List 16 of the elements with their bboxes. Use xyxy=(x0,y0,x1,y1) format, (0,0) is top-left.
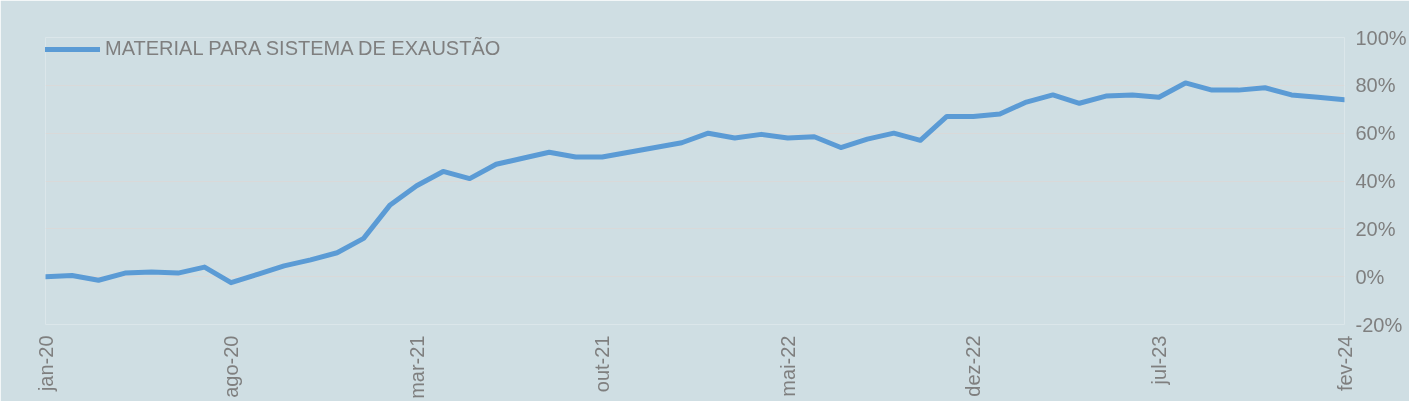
x-tick-label: jan-20 xyxy=(34,335,57,393)
y-tick-label: 100% xyxy=(1355,26,1407,49)
x-tick-label: mar-21 xyxy=(405,335,428,399)
y-tick-label: 60% xyxy=(1355,122,1396,145)
x-tick-label: mai-22 xyxy=(776,335,799,397)
x-tick-label: fev-24 xyxy=(1333,335,1356,392)
x-tick-label: jul-23 xyxy=(1147,335,1170,386)
x-tick-label: ago-20 xyxy=(220,335,243,398)
y-tick-label: 20% xyxy=(1355,217,1396,240)
x-tick-label: dez-22 xyxy=(962,335,985,397)
y-tick-label: 80% xyxy=(1355,74,1396,97)
legend-label: MATERIAL PARA SISTEMA DE EXAUSTÃO xyxy=(105,37,501,60)
y-tick-label: 0% xyxy=(1355,265,1385,288)
y-tick-label: 40% xyxy=(1355,170,1396,192)
x-tick-label: out-21 xyxy=(591,335,614,393)
y-tick-label: -20% xyxy=(1355,313,1403,336)
